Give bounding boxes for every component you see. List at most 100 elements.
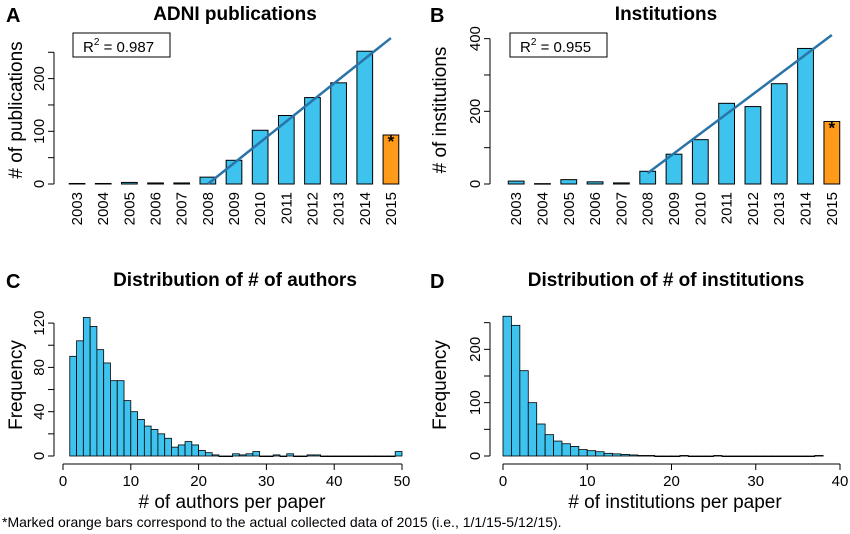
bar-2015 (823, 120, 841, 185)
x-tick-label: 2012 (745, 192, 762, 225)
histogram-bar (272, 454, 281, 457)
histogram-bar (313, 454, 322, 457)
histogram-bar (89, 325, 98, 457)
x-tick-label: 2004 (534, 192, 551, 225)
chart-title: Institutions (615, 4, 717, 25)
histogram-bar (232, 453, 240, 457)
histogram-bar (157, 433, 166, 457)
panel-c: C Distribution of # of authors Frequency… (6, 270, 410, 513)
x-tick-label: 20 (663, 473, 680, 490)
panel-label: D (430, 271, 444, 293)
y-tick-label: 0 (467, 180, 484, 188)
bar-2011 (277, 115, 295, 185)
panel-label: C (6, 271, 20, 293)
histogram-bar (780, 455, 790, 458)
histogram-bar (354, 455, 362, 458)
bar-2005 (560, 179, 578, 185)
bar-2013 (330, 82, 347, 185)
histogram-bar (245, 453, 254, 457)
histogram-bar (561, 443, 571, 457)
x-tick-label: 0 (499, 473, 507, 490)
y-tick-label: 200 (31, 66, 48, 91)
y-tick-label: 120 (31, 311, 48, 336)
x-tick-label: 2004 (95, 192, 112, 225)
r2-value: = 0.987 (99, 39, 154, 56)
x-tick-label: 2015 (824, 192, 841, 225)
y-axis-label: Frequency (430, 340, 451, 430)
x-tick-label: 2012 (304, 192, 321, 225)
histogram-bar (713, 455, 723, 457)
histogram-bar (211, 454, 220, 457)
histogram-bar (225, 455, 233, 458)
histogram-bar (721, 455, 731, 458)
bar-2014 (797, 47, 814, 185)
histogram-bars (502, 315, 824, 458)
y-axis-label: # of institutions (430, 47, 451, 174)
histogram-bar (198, 450, 206, 457)
histogram-bar (687, 455, 698, 458)
panel-label: A (6, 5, 20, 27)
histogram-bar (204, 452, 213, 457)
x-tick-label: 2006 (148, 192, 165, 225)
histogram-bar (347, 455, 355, 458)
y-axis: 0 100 200 (31, 51, 55, 188)
r2-superscript: 2 (94, 37, 100, 48)
histogram-bar (184, 441, 193, 457)
x-tick-label: 2009 (226, 192, 243, 225)
histogram-bar (69, 355, 77, 457)
histogram-bar (306, 454, 315, 457)
x-tick-label: 40 (832, 473, 849, 490)
y-tick-label: 200 (467, 99, 484, 124)
bar-2012 (744, 106, 762, 185)
bar-2006 (147, 182, 164, 185)
x-tick-label: 2005 (561, 192, 578, 225)
histogram-bar (730, 455, 740, 458)
r2-label: R (520, 39, 531, 56)
histogram-bar (755, 455, 765, 458)
histogram-bar (595, 451, 605, 457)
y-tick-label: 0 (31, 180, 48, 188)
histogram-bar (814, 455, 824, 457)
x-tick-label: 2010 (692, 192, 709, 225)
histogram-bar (252, 451, 261, 457)
y-tick-label: 80 (31, 359, 48, 376)
histogram-bar (340, 455, 349, 458)
histogram-bar (511, 324, 521, 457)
histogram-bar (628, 454, 639, 457)
histogram-bar (177, 444, 186, 457)
bar-2014 (356, 50, 374, 185)
bars: 2003 2004 2005 2006 2007 2008 2009 2010 2011 2012… (507, 47, 841, 225)
histogram-bar (620, 453, 630, 457)
y-axis: 0 200 400 (467, 26, 491, 188)
histogram-bar (394, 451, 403, 457)
histogram-bar (279, 455, 288, 458)
histogram-bar (637, 455, 647, 457)
highlight-asterisk: * (388, 132, 395, 151)
chart-title: Distribution of # of authors (113, 270, 357, 291)
histogram-bar (76, 340, 84, 457)
histogram-bar (645, 455, 656, 457)
histogram-bar (293, 455, 301, 458)
histogram-bar (218, 455, 227, 458)
r2-label: R (83, 39, 94, 56)
y-axis: 0 40 80 120 (31, 311, 55, 460)
bar-2003 (507, 180, 525, 185)
histogram-bar (679, 455, 689, 457)
x-tick-label: 2003 (508, 192, 525, 225)
x-tick-label: 2013 (771, 192, 788, 225)
histogram-bar (123, 400, 132, 457)
x-tick-label: 2006 (587, 192, 604, 225)
y-tick-label: 100 (31, 119, 48, 144)
histogram-bar (299, 455, 308, 458)
r2-superscript: 2 (531, 37, 537, 48)
y-tick-label: 400 (467, 26, 484, 51)
histogram-bar (772, 455, 782, 458)
bar-2007 (173, 182, 191, 185)
histogram-bar (502, 315, 512, 457)
svg-text:R2 = 0.987: R2 = 0.987 (83, 37, 154, 56)
bar-2005 (121, 181, 138, 185)
highlight-asterisk: * (829, 118, 836, 137)
histogram-bar (696, 455, 706, 458)
histogram-bar (381, 455, 389, 458)
x-tick-label: 20 (190, 473, 207, 490)
